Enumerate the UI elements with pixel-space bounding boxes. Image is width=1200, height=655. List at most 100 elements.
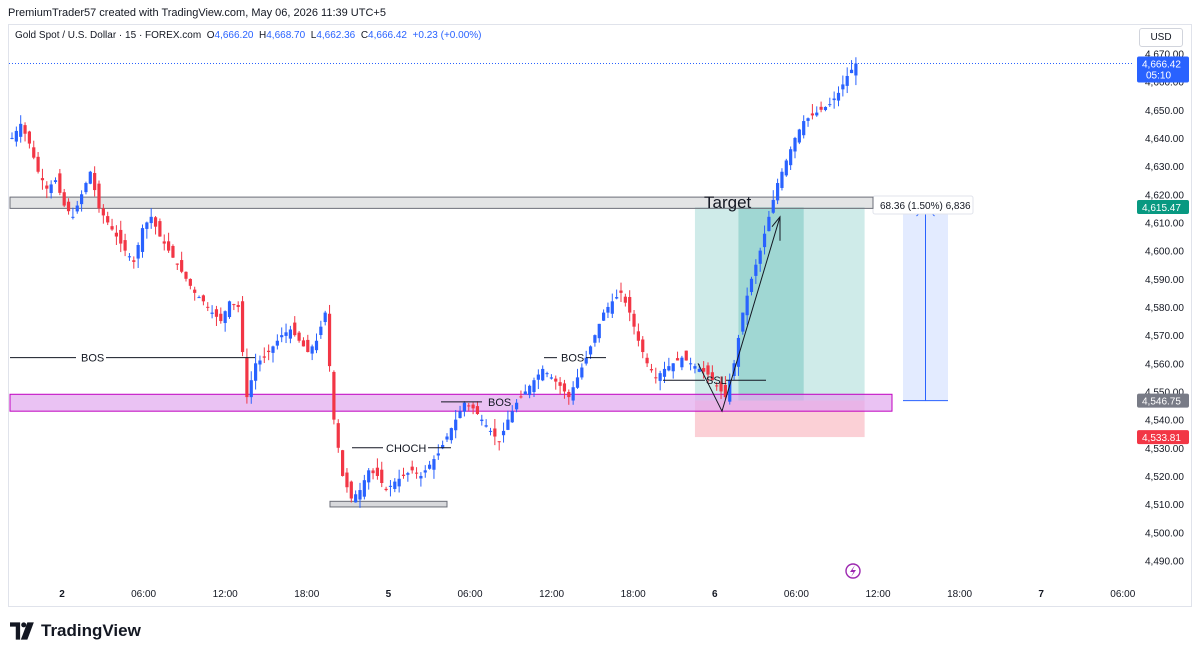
candle-body [702,368,706,372]
candle-body [506,419,510,430]
candle-body [84,183,88,193]
candle-body [254,363,258,381]
candle-body [776,183,780,201]
candle-body [388,485,393,487]
open-value: 4,666.20 [214,30,254,41]
candle-body [149,216,153,224]
candle-body [219,313,223,322]
candle-body [58,173,62,193]
y-axis-tick-label: 4,540.00 [1145,416,1184,427]
candle-body [167,241,171,251]
candle-body [223,311,227,324]
candle-body [488,430,493,432]
candle-body [49,184,53,194]
y-axis-tick-label: 4,490.00 [1145,556,1184,567]
x-axis-tick-label: 7 [1038,589,1044,600]
candle-body [501,430,506,436]
candle-body [184,271,188,279]
y-axis-tick-label: 4,600.00 [1145,247,1184,258]
candle-body [728,380,732,402]
candle-body [175,263,179,265]
candle-body [153,217,158,227]
x-axis-tick-label: 18:00 [947,589,972,600]
candle-body [119,229,123,244]
candle-body [610,301,614,314]
candle-body [362,480,366,497]
candle-body [541,368,545,381]
candle-body [380,469,384,484]
y-axis-tick-label: 4,500.00 [1145,528,1184,539]
candle-body [628,297,632,313]
symbol-legend: Gold Spot / U.S. Dollar · 15 · FOREX.com… [15,30,481,41]
candle-body [14,130,18,142]
candle-body [66,201,71,212]
chart-frame [8,24,1192,607]
demand-zone [9,393,893,412]
y-axis-tick-label: 4,620.00 [1145,190,1184,201]
candle-body [619,290,623,293]
candle-body [36,156,40,172]
candle-body [449,428,453,441]
symbol-title: Gold Spot / U.S. Dollar · 15 · FOREX.com [15,30,202,41]
bos-label-1: BOS [81,353,104,365]
candle-body [689,363,693,365]
candle-body [532,380,536,393]
candle-body [475,406,480,414]
candle-body [636,331,640,341]
candle-body [497,441,501,443]
candle-body [206,306,210,308]
candle-body [549,377,553,379]
candle-body [332,371,336,420]
candle-body [462,402,466,412]
y-axis-tick-label: 4,670.00 [1145,49,1184,60]
candle-body [515,402,519,410]
candle-body [567,391,571,398]
candle-body [484,425,488,427]
x-axis-tick-label: 06:00 [131,589,156,600]
y-axis-tick-label: 4,570.00 [1145,331,1184,342]
candle-body [815,112,819,116]
price-tag [1137,200,1189,215]
y-axis-tick-label: 4,640.00 [1145,134,1184,145]
price-chart[interactable]: 68.36 (1.50%) 6,836 BOS BOS BOS CHOCH SSL Targ… [0,0,1200,610]
price-tag [1137,56,1189,83]
candle-body [267,350,271,353]
candle-body [684,350,688,361]
candle-body [375,467,379,476]
choch-label: CHOCH [386,443,426,455]
y-axis-tick-label: 4,610.00 [1145,218,1184,229]
x-axis-tick-label: 12:00 [865,589,890,600]
target-arrowhead [771,215,781,241]
chart-attribution: PremiumTrader57 created with TradingView… [8,7,386,19]
x-axis-tick-label: 12:00 [539,589,564,600]
candle-body [262,356,266,358]
y-axis-tick-label: 4,650.00 [1145,106,1184,117]
flash-icon [845,563,861,579]
candle-body [275,340,279,346]
candle-body [480,419,484,422]
candle-body [127,256,132,258]
candle-body [741,312,745,332]
candle-body [562,383,567,392]
candle-body [358,490,362,500]
candle-body [749,278,754,293]
candle-body [819,106,823,110]
candle-body [654,377,658,379]
candle-body [423,470,427,473]
candle-body [454,419,458,431]
candle-body [297,332,301,341]
candle-body [845,75,849,86]
candle-body [293,322,297,336]
candle-body [441,444,445,449]
candle-body [214,309,219,317]
candle-body [406,473,410,475]
candle-body [797,129,801,143]
candle-body [771,199,775,213]
currency-button[interactable]: USD [1139,28,1183,47]
candle-body [680,357,684,368]
tradingview-brand: TradingView [41,621,141,640]
x-axis-tick-label: 06:00 [1110,589,1135,600]
candle-body [706,365,710,375]
candle-body [210,312,214,314]
candle-body [793,137,797,152]
